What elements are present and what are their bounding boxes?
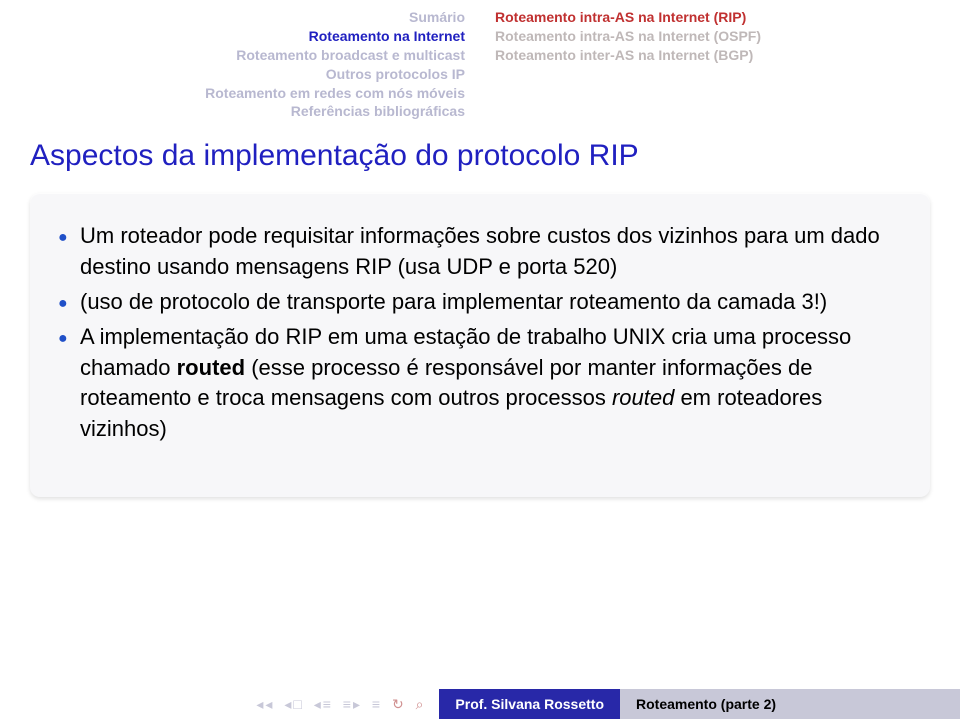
subnav-ospf[interactable]: Roteamento intra-AS na Internet (OSPF) xyxy=(495,27,960,46)
nav-next-icon[interactable]: ≡▸ xyxy=(343,696,362,712)
list-item: ● A implementação do RIP em uma estação … xyxy=(58,322,902,445)
nav-internet[interactable]: Roteamento na Internet xyxy=(0,27,465,46)
nav-controls: ◂◂ ◂□ ◂≡ ≡▸ ≡ ↻ ⌕ xyxy=(0,696,439,713)
nav-prev-section-icon[interactable]: ◂□ xyxy=(284,696,303,712)
list-item: ● Um roteador pode requisitar informaçõe… xyxy=(58,221,902,283)
subnav-bgp[interactable]: Roteamento inter-AS na Internet (BGP) xyxy=(495,46,960,65)
nav-prev-icon[interactable]: ◂≡ xyxy=(314,696,333,712)
bullet-icon: ● xyxy=(58,322,80,445)
nav-search-icon[interactable]: ⌕ xyxy=(416,696,426,712)
nav-summary[interactable]: Sumário xyxy=(0,8,465,27)
bullet-icon: ● xyxy=(58,287,80,318)
nav-next-section-icon[interactable]: ≡ xyxy=(372,696,382,712)
footer-author: Prof. Silvana Rossetto xyxy=(439,689,620,719)
nav-first-icon[interactable]: ◂◂ xyxy=(256,696,274,712)
header-left: Sumário Roteamento na Internet Roteament… xyxy=(0,8,485,121)
nav-refs[interactable]: Referências bibliográficas xyxy=(0,102,465,121)
list-item: ● (uso de protocolo de transporte para i… xyxy=(58,287,902,318)
item-text: A implementação do RIP em uma estação de… xyxy=(80,322,902,445)
nav-broadcast[interactable]: Roteamento broadcast e multicast xyxy=(0,46,465,65)
content-wrap: ● Um roteador pode requisitar informaçõe… xyxy=(0,193,960,497)
footer: ◂◂ ◂□ ◂≡ ≡▸ ≡ ↻ ⌕ Prof. Silvana Rossetto… xyxy=(0,688,960,720)
footer-title: Roteamento (parte 2) xyxy=(620,689,960,719)
nav-other-ip[interactable]: Outros protocolos IP xyxy=(0,65,465,84)
page-title: Aspectos da implementação do protocolo R… xyxy=(0,131,960,193)
item-text: Um roteador pode requisitar informações … xyxy=(80,221,902,283)
nav-refresh-icon[interactable]: ↻ xyxy=(392,696,406,712)
header-right: Roteamento intra-AS na Internet (RIP) Ro… xyxy=(485,8,960,121)
header: Sumário Roteamento na Internet Roteament… xyxy=(0,0,960,131)
bullet-icon: ● xyxy=(58,221,80,283)
item-text: (uso de protocolo de transporte para imp… xyxy=(80,287,902,318)
subnav-rip[interactable]: Roteamento intra-AS na Internet (RIP) xyxy=(495,8,960,27)
content-block: ● Um roteador pode requisitar informaçõe… xyxy=(30,193,930,497)
nav-mobile[interactable]: Roteamento em redes com nós móveis xyxy=(0,84,465,103)
